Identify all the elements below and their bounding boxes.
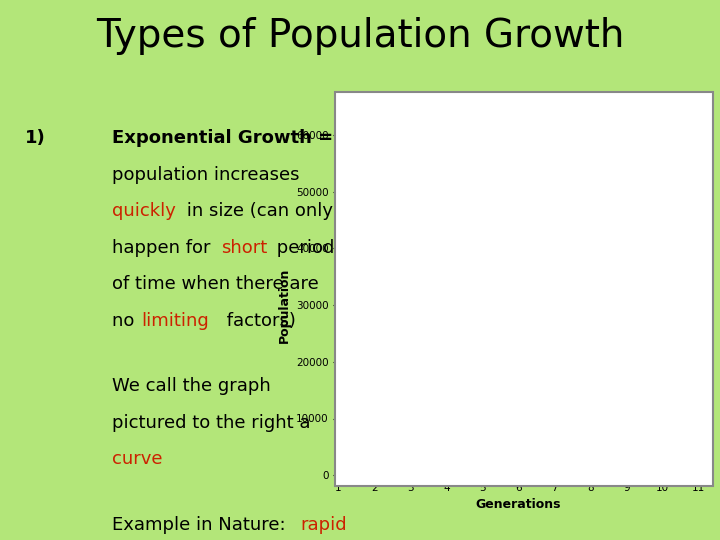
Text: no: no (112, 312, 140, 329)
Text: We call the graph: We call the graph (112, 377, 270, 395)
Text: happen for: happen for (112, 239, 216, 256)
Text: quickly: quickly (112, 202, 176, 220)
Text: population increases: population increases (112, 166, 299, 184)
Text: factors): factors) (221, 312, 296, 329)
Text: Example in Nature:: Example in Nature: (112, 516, 291, 534)
Text: curve: curve (112, 450, 162, 468)
Text: Types of Population Growth: Types of Population Growth (96, 17, 624, 55)
Y-axis label: Population: Population (277, 267, 290, 343)
Title: Exponential Growth Curve: Exponential Growth Curve (416, 117, 621, 131)
Text: periods: periods (271, 239, 343, 256)
Text: limiting: limiting (141, 312, 209, 329)
Text: rapid: rapid (300, 516, 347, 534)
Text: in size (can only: in size (can only (181, 202, 333, 220)
Text: J-: J- (350, 414, 361, 431)
Text: 1): 1) (25, 130, 46, 147)
Text: of time when there are: of time when there are (112, 275, 318, 293)
Text: pictured to the right a: pictured to the right a (112, 414, 316, 431)
X-axis label: Generations: Generations (476, 498, 561, 511)
Text: Exponential Growth =: Exponential Growth = (112, 130, 333, 147)
Text: short: short (221, 239, 267, 256)
